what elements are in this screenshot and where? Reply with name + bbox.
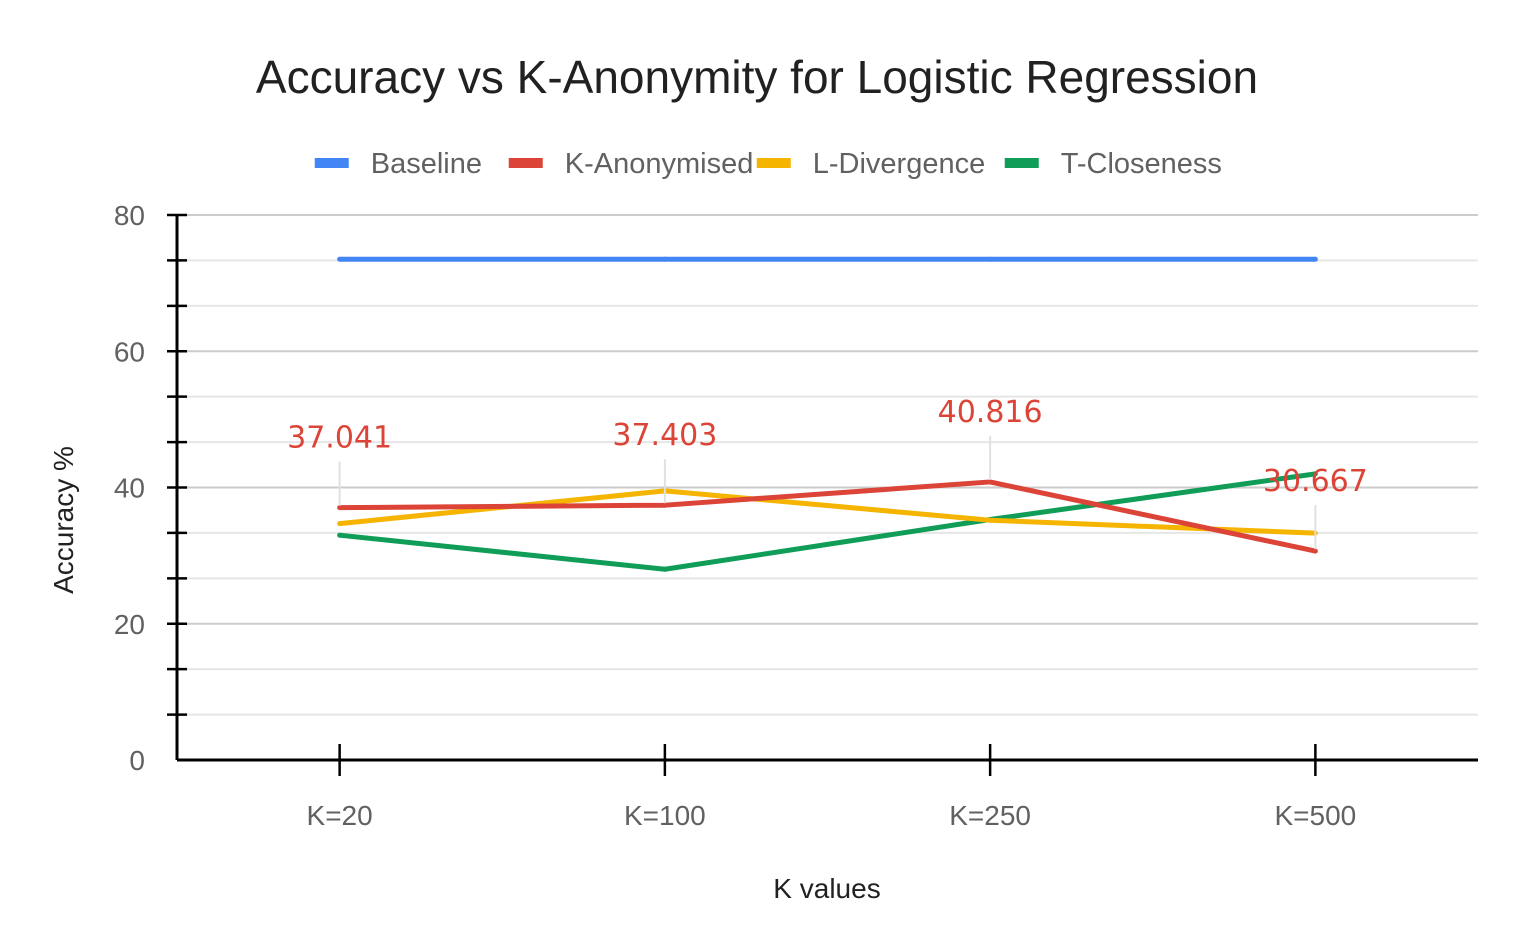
data-point <box>662 256 668 262</box>
data-labels: 37.041 37.403 40.816 30.667 <box>287 395 1368 550</box>
axes: 0 20 40 60 80 K=20 K=100 K=250 K=500 <box>114 200 1478 831</box>
data-label: 40.816 <box>938 395 1043 430</box>
series-line-l-divergence <box>339 488 1316 536</box>
x-tick-label: K=100 <box>624 800 706 831</box>
data-point <box>987 479 993 485</box>
x-tick-label: K=250 <box>949 800 1031 831</box>
x-axis-label: K values <box>773 873 880 904</box>
data-label: 37.041 <box>287 421 392 456</box>
legend-label: T-Closeness <box>1061 148 1222 180</box>
y-tick-label: 0 <box>129 745 145 776</box>
data-point <box>337 256 343 262</box>
data-point <box>337 521 343 527</box>
data-point <box>662 502 668 508</box>
data-point <box>337 505 343 511</box>
y-axis-label: Accuracy % <box>48 446 79 594</box>
data-point <box>1312 471 1318 477</box>
legend-swatch <box>314 158 349 168</box>
legend: Baseline K-Anonymised L-Divergence T-Closen… <box>314 148 1222 180</box>
y-tick-label: 40 <box>114 473 145 504</box>
legend-label: K-Anonymised <box>565 148 754 180</box>
data-label: 30.667 <box>1263 464 1368 499</box>
data-point <box>1312 548 1318 554</box>
legend-swatch <box>1004 158 1039 168</box>
x-tick-label: K=500 <box>1275 800 1357 831</box>
y-tick-label: 80 <box>114 200 145 231</box>
data-label: 37.403 <box>612 418 717 453</box>
series-line-t-closeness <box>339 471 1316 572</box>
series-line-k-anonymised <box>339 479 1316 554</box>
data-point <box>662 566 668 572</box>
data-point <box>987 256 993 262</box>
y-tick-label: 20 <box>114 609 145 640</box>
x-tick-label: K=20 <box>307 800 373 831</box>
series-lines <box>337 256 1318 572</box>
data-point <box>1312 256 1318 262</box>
legend-swatch <box>756 158 791 168</box>
chart-title: Accuracy vs K-Anonymity for Logistic Reg… <box>256 51 1258 103</box>
legend-swatch <box>508 158 543 168</box>
y-tick-label: 60 <box>114 336 145 367</box>
legend-label: Baseline <box>371 148 482 180</box>
legend-label: L-Divergence <box>813 148 985 180</box>
data-point <box>337 532 343 538</box>
data-point <box>987 517 993 523</box>
